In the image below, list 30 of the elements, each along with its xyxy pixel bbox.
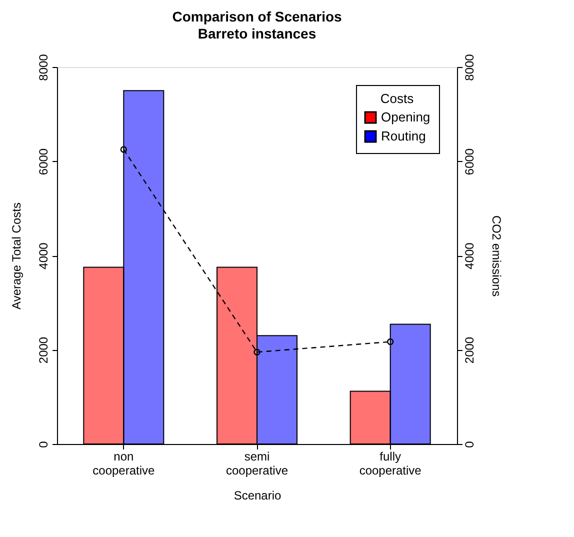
y2-tick-label: 4000 [462, 242, 476, 270]
x-axis-title: Scenario [234, 488, 282, 502]
x-tick-label: non cooperative [92, 450, 156, 478]
bar [350, 390, 391, 444]
y2-axis-title: CO2 emissions [490, 215, 504, 297]
legend-title: Costs [380, 91, 414, 106]
bar [83, 266, 124, 444]
chart-title: Comparison of Scenarios [172, 8, 342, 25]
point [386, 338, 394, 346]
y-tick-label: 4000 [36, 242, 50, 270]
bar [256, 335, 298, 444]
x-tick-label: semi cooperative [226, 450, 288, 478]
legend-label: Opening [381, 110, 430, 124]
y-tick-label: 2000 [36, 336, 50, 364]
y-tick-label: 0 [36, 440, 50, 448]
y2-tick-label: 6000 [462, 148, 476, 176]
y2-tick-label: 2000 [462, 336, 476, 364]
y-tick-label: 8000 [36, 54, 50, 81]
bar [123, 90, 164, 444]
chart-subtitle: Barreto instances [198, 26, 316, 42]
y-axis-title: Average Total Costs [10, 202, 24, 310]
x-tick-label: fully cooperative [359, 450, 422, 478]
bar [390, 324, 431, 444]
bar [216, 266, 258, 444]
point [254, 348, 260, 356]
y-tick-label: 6000 [36, 148, 50, 176]
legend-label: Routing [381, 128, 426, 144]
y2-tick-label: 8000 [462, 54, 476, 81]
y2-tick-label: 0 [462, 440, 476, 448]
point [120, 146, 128, 153]
